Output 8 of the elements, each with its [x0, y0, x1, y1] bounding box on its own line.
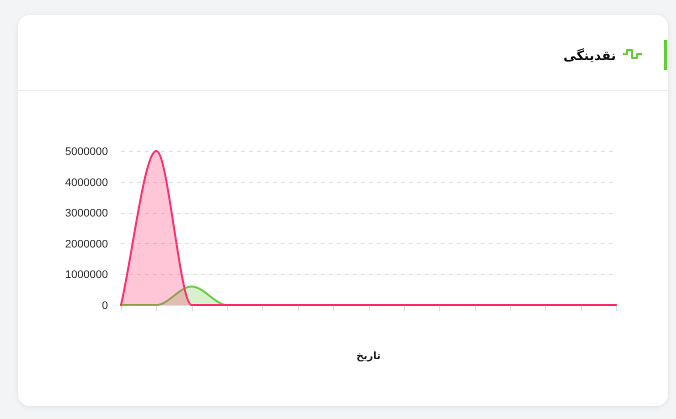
y-tick-label: 4000000 — [65, 176, 108, 189]
x-axis-title: تاریخ — [356, 351, 381, 362]
y-tick-label: 2000000 — [65, 238, 108, 250]
y-tick-label: 0 — [102, 300, 108, 312]
chart-title: نقدینگی — [563, 48, 616, 63]
y-tick-label: 3000000 — [65, 208, 108, 220]
y-tick-label: 1000000 — [65, 269, 108, 282]
y-tick-label: 5000000 — [65, 146, 108, 158]
